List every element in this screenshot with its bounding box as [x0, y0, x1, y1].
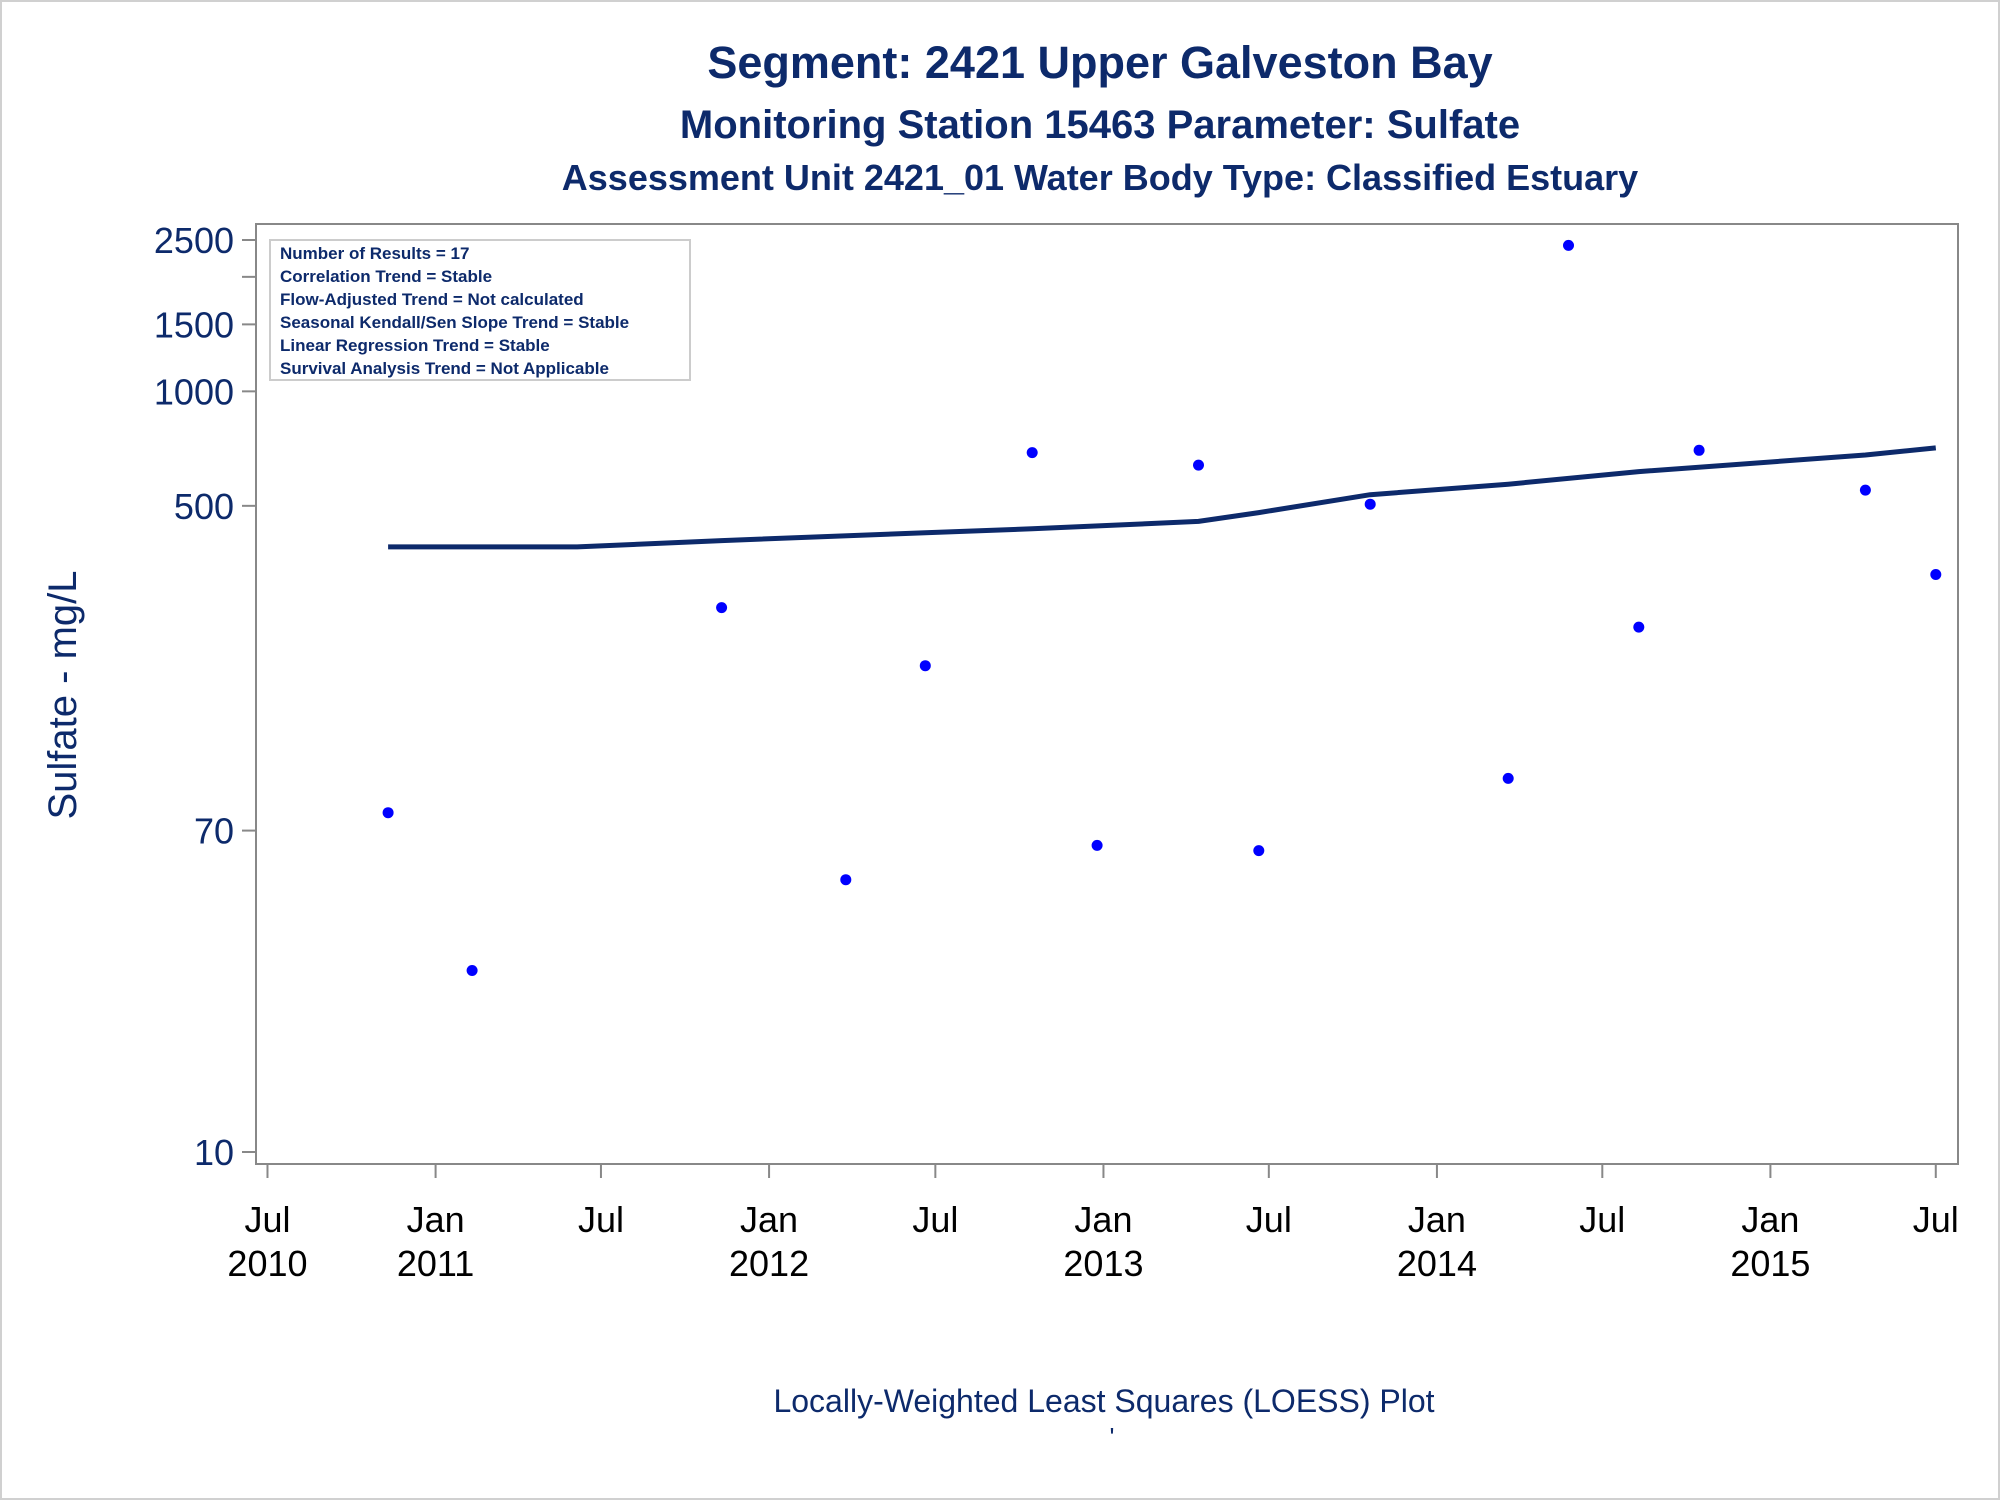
data-point: [1859, 484, 1871, 496]
x-tick-label: Jan: [407, 1199, 465, 1240]
info-box-border: [269, 239, 691, 381]
data-point: [1193, 459, 1204, 471]
y-tick-label: 500: [174, 486, 234, 527]
data-point: [1633, 621, 1645, 633]
info-line: Seasonal Kendall/Sen Slope Trend = Stabl…: [280, 313, 629, 332]
x-tick-label: Jul: [244, 1199, 290, 1240]
x-tick-label: Jul: [912, 1199, 958, 1240]
info-line: Linear Regression Trend = Stable: [280, 336, 550, 355]
x-tick-label: Jul: [1913, 1199, 1959, 1240]
points-layer: [382, 239, 1942, 976]
x-tick-year-label: 2013: [1063, 1243, 1143, 1284]
y-tick-label: 2500: [154, 220, 234, 261]
info-line: Survival Analysis Trend = Not Applicable: [280, 359, 609, 378]
loess-layer: [388, 445, 1937, 550]
data-point: [1253, 845, 1265, 857]
data-point: [1563, 239, 1574, 251]
y-tick-label: 1000: [154, 371, 234, 412]
footnote: Locally-Weighted Least Squares (LOESS) P…: [773, 1383, 1434, 1419]
y-tick-label: 70: [194, 811, 234, 852]
footnote-mark: ': [1110, 1422, 1115, 1452]
data-point: [382, 807, 394, 819]
y-axis: 10 70 500 1000 1500 2500: [154, 220, 256, 1173]
x-tick-year-label: 2010: [227, 1243, 307, 1284]
x-tick-year-label: 2014: [1397, 1243, 1477, 1284]
x-tick-label: Jan: [740, 1199, 798, 1240]
info-line: Correlation Trend = Stable: [280, 267, 492, 286]
chart-subtitle: Monitoring Station 15463 Parameter: Sulf…: [680, 103, 1520, 147]
x-tick-year-label: 2012: [729, 1243, 809, 1284]
x-tick-label: Jan: [1074, 1199, 1132, 1240]
chart-title: Segment: 2421 Upper Galveston Bay: [707, 37, 1492, 88]
x-tick-year-label: 2011: [397, 1243, 474, 1284]
y-tick-label: 1500: [154, 304, 234, 345]
data-point: [1502, 772, 1514, 784]
info-box: Number of Results = 17 Correlation Trend…: [269, 239, 691, 381]
x-tick-label: Jul: [1579, 1199, 1625, 1240]
loess-line: [388, 445, 1937, 550]
y-axis-label: Sulfate - mg/L: [41, 570, 85, 819]
data-point: [1930, 569, 1942, 580]
chart-subtitle-2: Assessment Unit 2421_01 Water Body Type:…: [562, 157, 1638, 198]
info-line: Number of Results = 17: [280, 244, 469, 263]
x-tick-year-label: 2015: [1730, 1243, 1810, 1284]
x-tick-label: Jan: [1408, 1199, 1466, 1240]
data-point: [1364, 498, 1376, 510]
x-tick-label: Jul: [1246, 1199, 1292, 1240]
data-point: [716, 602, 728, 614]
data-point: [1091, 839, 1103, 851]
x-tick-label: Jan: [1741, 1199, 1799, 1240]
x-tick-label: Jul: [578, 1199, 624, 1240]
data-point: [840, 874, 852, 886]
info-line: Flow-Adjusted Trend = Not calculated: [280, 290, 584, 309]
data-point: [919, 660, 931, 672]
data-point: [1026, 447, 1038, 459]
data-point: [466, 965, 478, 976]
data-point: [1693, 444, 1705, 456]
y-tick-label: 10: [194, 1132, 234, 1173]
